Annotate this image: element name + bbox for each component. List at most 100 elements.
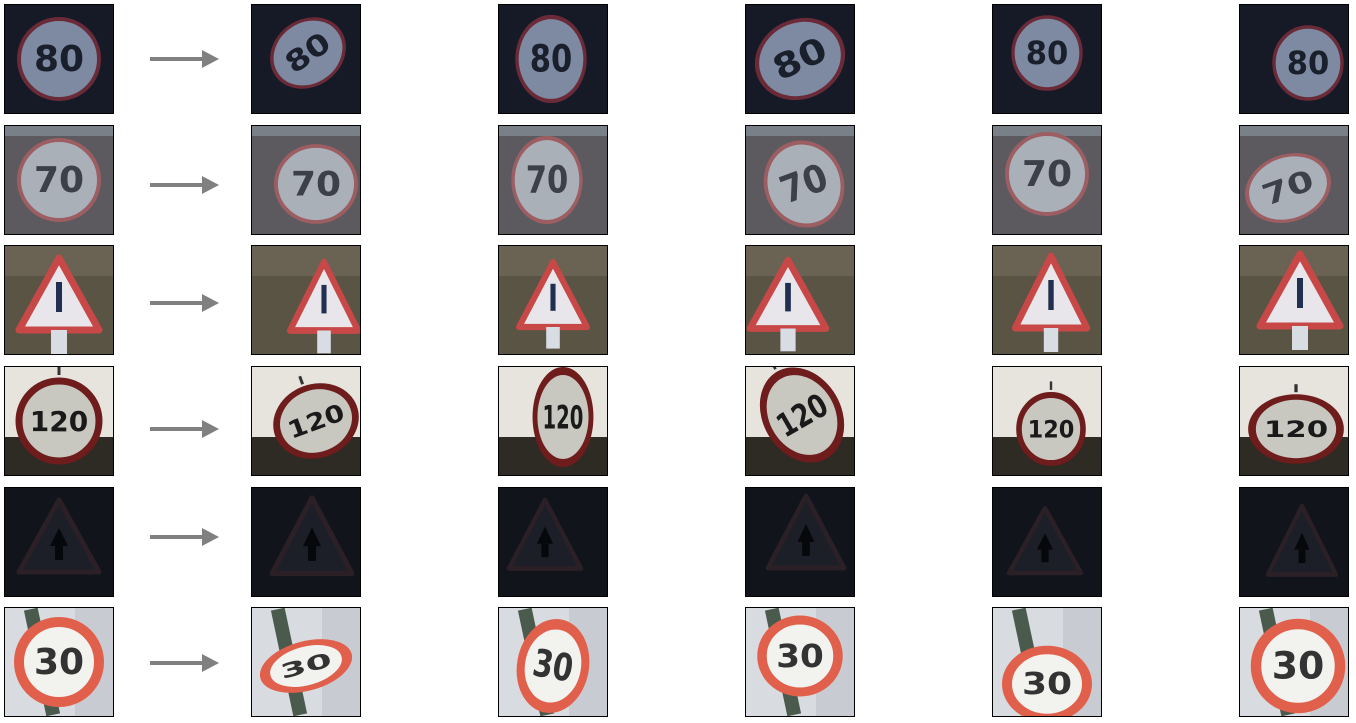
general-caution-thumbnail <box>252 246 360 354</box>
speed-limit-120-augmented-3-image: 120 <box>745 366 855 476</box>
sign-shape-r4-c4 <box>1006 505 1084 576</box>
general-caution-thumbnail <box>5 246 113 354</box>
sign-shape-r5-c5: 30 <box>1250 618 1346 714</box>
ahead-only-triangle-augmented-3-image <box>745 487 855 597</box>
sign-shape-r3-c4: 120 <box>1016 381 1086 466</box>
speed-limit-70-augmented-2-image: 70 <box>498 125 608 235</box>
sign-shape-r4-c3 <box>765 493 847 571</box>
speed-limit-80-thumbnail: 80 <box>1240 5 1348 113</box>
speed-limit-80-thumbnail: 80 <box>993 5 1101 113</box>
sign-shape-r2-c1 <box>287 258 360 354</box>
svg-text:80: 80 <box>1026 35 1069 72</box>
speed-limit-30-augmented-1-image: 30 <box>251 607 361 717</box>
augmentation-arrow-icon <box>150 293 222 313</box>
augmentation-arrow-icon <box>150 49 222 69</box>
sign-shape-r1-c1: 70 <box>274 144 358 224</box>
speed-limit-30-augmented-5-image: 30 <box>1239 607 1349 717</box>
sign-shape-r5-c2: 30 <box>516 619 590 713</box>
speed-limit-70-thumbnail: 70 <box>746 126 854 234</box>
svg-text:120: 120 <box>543 400 584 437</box>
speed-limit-70-thumbnail: 70 <box>5 126 113 234</box>
speed-limit-30-thumbnail: 30 <box>499 608 607 716</box>
speed-limit-120-augmented-5-image: 120 <box>1239 366 1349 476</box>
speed-limit-80-thumbnail: 80 <box>252 5 360 113</box>
speed-limit-80-augmented-4-image: 80 <box>992 4 1102 114</box>
speed-limit-70-augmented-4-image: 70 <box>992 125 1102 235</box>
general-caution-thumbnail <box>1240 246 1348 354</box>
sign-shape-r2-c2 <box>516 259 590 349</box>
sign-shape-r5-c3: 30 <box>757 615 843 697</box>
ahead-only-triangle-thumbnail <box>993 488 1101 596</box>
ahead-only-triangle-thumbnail <box>252 488 360 596</box>
svg-text:70: 70 <box>34 160 84 201</box>
sign-shape-r0-c0: 80 <box>17 17 101 101</box>
sign-shape-r3-c5: 120 <box>1248 384 1344 464</box>
general-caution-thumbnail <box>499 246 607 354</box>
sign-shape-r1-c0: 70 <box>17 138 101 222</box>
svg-text:70: 70 <box>526 159 569 203</box>
speed-limit-80-augmented-3-image: 80 <box>745 4 855 114</box>
general-caution-augmented-4-image <box>992 245 1102 355</box>
sign-shape-r4-c2 <box>506 497 584 571</box>
sign-shape-r2-c4 <box>1011 252 1091 352</box>
sign-shape-r3-c0: 120 <box>15 367 103 465</box>
augmentation-arrow-icon <box>150 419 222 439</box>
speed-limit-70-augmented-1-image: 70 <box>251 125 361 235</box>
svg-text:70: 70 <box>1022 154 1072 195</box>
speed-limit-120-original-image: 120 <box>4 366 114 476</box>
speed-limit-120-thumbnail: 120 <box>993 367 1101 475</box>
ahead-only-triangle-thumbnail <box>1240 488 1348 596</box>
svg-text:120: 120 <box>1028 417 1075 444</box>
ahead-only-triangle-thumbnail <box>499 488 607 596</box>
sign-shape-r5-c1: 30 <box>259 639 353 693</box>
sign-shape-r1-c2: 70 <box>511 135 583 225</box>
speed-limit-70-thumbnail: 70 <box>993 126 1101 234</box>
speed-limit-120-thumbnail: 120 <box>499 367 607 475</box>
sign-shape-r5-c0: 30 <box>14 617 104 707</box>
svg-text:80: 80 <box>530 38 573 82</box>
sign-shape-r0-c3: 80 <box>754 17 846 101</box>
sign-shape-r4-c5 <box>1265 503 1339 577</box>
sign-shape-r3-c1: 120 <box>273 375 359 459</box>
sign-shape-r1-c5: 70 <box>1244 153 1332 223</box>
speed-limit-120-augmented-1-image: 120 <box>251 366 361 476</box>
sign-shape-r3-c3: 120 <box>759 367 845 463</box>
ahead-only-triangle-thumbnail <box>746 488 854 596</box>
ahead-only-triangle-thumbnail <box>5 488 113 596</box>
sign-shape-r1-c4: 70 <box>1005 132 1089 216</box>
sign-shape-r0-c1: 80 <box>270 17 346 89</box>
sign-shape-r2-c0 <box>15 254 103 354</box>
speed-limit-120-thumbnail: 120 <box>746 367 854 475</box>
general-caution-thumbnail <box>993 246 1101 354</box>
svg-text:30: 30 <box>34 642 84 683</box>
ahead-only-triangle-original-image <box>4 487 114 597</box>
speed-limit-30-thumbnail: 30 <box>993 608 1101 716</box>
ahead-only-triangle-augmented-5-image <box>1239 487 1349 597</box>
svg-text:30: 30 <box>1272 644 1325 688</box>
speed-limit-80-thumbnail: 80 <box>499 5 607 113</box>
sign-shape-r5-c4: 30 <box>1002 645 1092 716</box>
speed-limit-70-original-image: 70 <box>4 125 114 235</box>
sign-shape-r4-c0 <box>16 497 102 575</box>
augmentation-arrow-icon <box>150 175 222 195</box>
sign-shape-r0-c2: 80 <box>515 14 587 104</box>
speed-limit-30-thumbnail: 30 <box>5 608 113 716</box>
speed-limit-120-thumbnail: 120 <box>1240 367 1348 475</box>
ahead-only-triangle-augmented-2-image <box>498 487 608 597</box>
speed-limit-120-augmented-2-image: 120 <box>498 366 608 476</box>
general-caution-original-image <box>4 245 114 355</box>
speed-limit-30-augmented-4-image: 30 <box>992 607 1102 717</box>
speed-limit-30-thumbnail: 30 <box>746 608 854 716</box>
sign-shape-r2-c5 <box>1256 250 1344 350</box>
speed-limit-30-original-image: 30 <box>4 607 114 717</box>
svg-text:70: 70 <box>291 164 341 204</box>
speed-limit-80-thumbnail: 80 <box>746 5 854 113</box>
sign-shape-r3-c2: 120 <box>532 367 594 468</box>
augmentation-arrow-icon <box>150 653 222 673</box>
speed-limit-70-thumbnail: 70 <box>1240 126 1348 234</box>
general-caution-augmented-1-image <box>251 245 361 355</box>
speed-limit-70-thumbnail: 70 <box>252 126 360 234</box>
speed-limit-120-thumbnail: 120 <box>5 367 113 475</box>
general-caution-augmented-3-image <box>745 245 855 355</box>
speed-limit-120-augmented-4-image: 120 <box>992 366 1102 476</box>
